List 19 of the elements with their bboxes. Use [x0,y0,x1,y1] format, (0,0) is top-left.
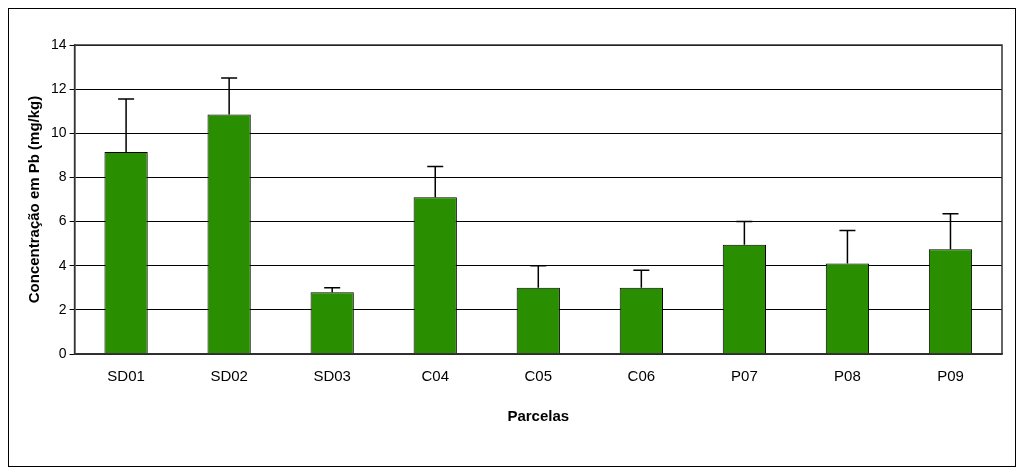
y-tick-label: 4 [58,256,67,273]
x-tick-label: SD01 [107,367,145,385]
x-tick-label: P07 [731,367,758,385]
y-axis-title: Concentração em Pb (mg/kg) [25,95,43,304]
x-tick-label: P09 [937,367,964,385]
x-tick-label: P08 [834,367,861,385]
x-tick-label: SD02 [210,367,248,385]
y-tick-label: 2 [58,300,67,317]
y-tick-label: 6 [58,212,67,229]
x-tick-label: SD03 [313,367,351,385]
y-tick-label: 10 [50,124,67,141]
x-axis-title: Parcelas [507,407,570,425]
x-tick-label: C06 [627,367,656,385]
x-tick-label: C05 [524,367,553,385]
y-tick-label: 8 [58,168,67,185]
x-tick-label: C04 [421,367,449,385]
y-tick-label: 14 [50,35,67,52]
y-tick-label: 0 [58,344,67,361]
y-tick-label: 12 [50,80,67,96]
